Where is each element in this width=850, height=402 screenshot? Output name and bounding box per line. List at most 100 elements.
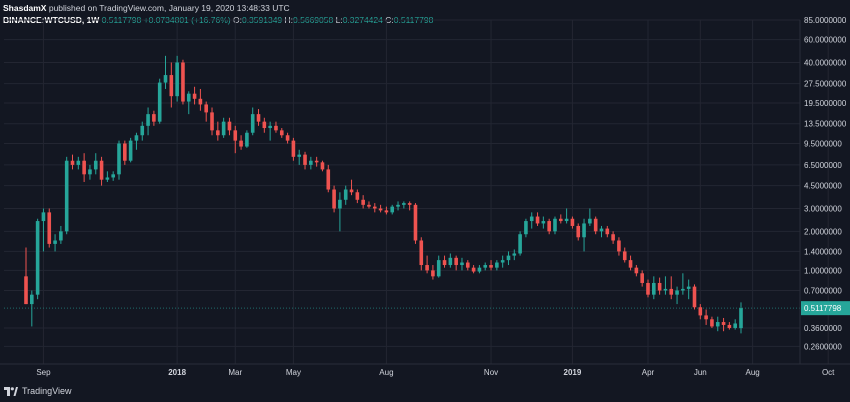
candle	[378, 204, 383, 213]
candle	[739, 302, 743, 334]
candle-body	[140, 125, 145, 136]
candle	[140, 121, 145, 141]
y-tick-label: 0.2600000	[804, 342, 842, 351]
x-tick-label: Apr	[642, 368, 655, 377]
x-tick-label: Oct	[822, 368, 835, 377]
candle-body	[111, 174, 115, 178]
candle	[681, 273, 685, 295]
candle-body	[216, 130, 220, 136]
candle-body	[663, 288, 668, 291]
candle-body	[715, 322, 720, 327]
candle	[390, 204, 395, 215]
candle	[582, 218, 586, 252]
candle	[454, 255, 458, 271]
candle	[489, 260, 493, 271]
candle-body	[535, 216, 540, 224]
y-tick-label: 0.3600000	[804, 324, 842, 333]
candle	[99, 156, 104, 186]
candle-body	[593, 218, 598, 232]
candle	[599, 225, 604, 238]
candle	[53, 234, 57, 252]
candle-body	[123, 143, 127, 161]
candle-body	[320, 162, 325, 170]
tradingview-branding[interactable]: TradingView	[4, 386, 72, 396]
candle	[76, 156, 81, 170]
candle	[652, 276, 656, 300]
publish-line: ShasdamX published on TradingView.com, J…	[3, 2, 433, 14]
candle-body	[646, 282, 650, 295]
candle	[367, 201, 371, 209]
candle	[634, 265, 639, 277]
candle	[675, 286, 679, 305]
x-tick-label: Mar	[228, 368, 242, 377]
candle	[407, 201, 412, 211]
candle-body	[500, 260, 505, 263]
author-name[interactable]: ShasdamX	[3, 3, 47, 13]
candle-body	[739, 308, 743, 329]
candle-body	[460, 262, 464, 266]
candle-body	[349, 189, 354, 193]
candle-body	[372, 206, 377, 209]
y-tick-label: 13.5000000	[804, 120, 847, 129]
candle-body	[547, 221, 551, 232]
candle-body	[128, 140, 133, 161]
candle-body	[47, 212, 52, 244]
candle-body	[204, 104, 209, 113]
candle	[47, 208, 52, 248]
candle-body	[24, 276, 28, 305]
candle-body	[99, 160, 104, 180]
candle	[268, 121, 272, 141]
candle-body	[285, 135, 290, 141]
candle-body	[250, 114, 255, 133]
candle	[640, 270, 644, 287]
candle-body	[233, 130, 238, 141]
candle-body	[210, 112, 214, 131]
candle	[239, 135, 243, 150]
candle	[285, 132, 290, 144]
chart-grid	[4, 19, 829, 364]
candle-body	[617, 240, 621, 252]
candle	[326, 164, 331, 193]
candle-body	[733, 323, 737, 328]
candle-body	[576, 225, 581, 238]
candle-body	[512, 253, 517, 256]
candle-body	[605, 228, 610, 235]
candle	[233, 125, 238, 154]
candle-body	[634, 267, 639, 274]
y-tick-label: 60.0000000	[804, 36, 847, 45]
candle-body	[378, 208, 383, 211]
candle	[611, 231, 615, 244]
candle	[413, 203, 418, 244]
x-tick-label: Jun	[694, 368, 707, 377]
y-tick-label: 3.0000000	[804, 204, 842, 213]
candle	[471, 265, 476, 274]
candle	[396, 201, 400, 211]
candle-body	[175, 62, 179, 97]
candle	[152, 110, 156, 126]
candle	[710, 316, 714, 328]
candle	[117, 140, 121, 180]
candle	[588, 208, 592, 226]
candle-body	[186, 93, 191, 102]
x-tick-label: Aug	[746, 368, 760, 377]
candle	[41, 208, 46, 252]
candle	[216, 121, 220, 141]
candle	[88, 164, 92, 180]
y-tick-label: 85.0000000	[804, 16, 847, 25]
candle	[715, 316, 720, 332]
candle	[628, 255, 633, 271]
candle	[663, 276, 668, 295]
candle	[617, 237, 621, 256]
candle-body	[721, 322, 726, 325]
candle	[698, 304, 703, 320]
candle	[192, 86, 197, 105]
candle-body	[582, 223, 586, 238]
chart-axes: 85.0000000 60.0000000 40.0000000 27.5000000…	[0, 16, 850, 377]
candle	[134, 132, 139, 150]
candle	[320, 160, 325, 172]
candle-body	[402, 203, 406, 205]
candle-body	[41, 212, 46, 222]
candle-body	[483, 265, 488, 268]
candle	[372, 203, 377, 213]
